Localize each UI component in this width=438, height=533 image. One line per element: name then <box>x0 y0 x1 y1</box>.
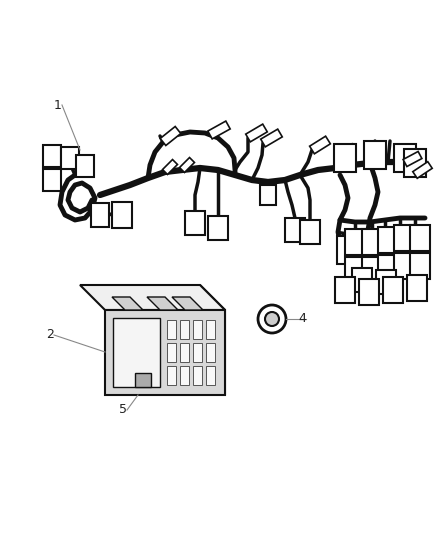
Bar <box>382 277 402 303</box>
Polygon shape <box>112 297 143 310</box>
Bar <box>208 216 227 240</box>
Polygon shape <box>412 161 431 179</box>
Polygon shape <box>147 297 177 310</box>
Polygon shape <box>179 158 194 173</box>
Text: 4: 4 <box>297 312 305 326</box>
Bar <box>91 203 109 227</box>
Bar <box>344 257 364 283</box>
Polygon shape <box>162 159 177 174</box>
Bar <box>406 275 426 301</box>
Bar <box>113 318 159 387</box>
Polygon shape <box>200 285 225 395</box>
Bar <box>43 145 61 167</box>
Bar <box>205 320 215 339</box>
Bar <box>166 366 176 385</box>
Bar <box>409 225 429 251</box>
Bar <box>393 253 413 279</box>
Bar <box>284 218 304 242</box>
Polygon shape <box>260 129 282 147</box>
Bar <box>180 343 189 362</box>
Bar <box>377 227 397 253</box>
Bar <box>361 257 381 283</box>
Bar <box>43 169 61 191</box>
Bar <box>366 238 388 266</box>
Bar <box>180 320 189 339</box>
Bar <box>358 279 378 305</box>
Text: 1: 1 <box>54 99 62 111</box>
Bar <box>377 255 397 281</box>
Bar <box>205 366 215 385</box>
Bar <box>333 144 355 172</box>
Text: 5: 5 <box>119 403 127 416</box>
Polygon shape <box>207 121 230 139</box>
Polygon shape <box>402 151 421 166</box>
Bar <box>135 373 151 387</box>
Bar <box>344 229 364 255</box>
Bar <box>361 229 381 255</box>
Bar <box>403 149 425 177</box>
Bar <box>180 366 189 385</box>
Polygon shape <box>160 126 180 146</box>
Bar <box>205 343 215 362</box>
Bar <box>61 147 79 169</box>
Bar <box>259 185 276 205</box>
Bar <box>166 320 176 339</box>
Polygon shape <box>245 124 267 142</box>
Bar <box>375 270 395 294</box>
Circle shape <box>265 312 279 326</box>
Bar <box>351 268 371 292</box>
Bar <box>184 211 205 235</box>
Bar <box>193 366 201 385</box>
Bar <box>334 277 354 303</box>
Bar <box>393 144 415 172</box>
Bar <box>76 155 94 177</box>
Bar <box>363 141 385 169</box>
Bar <box>166 343 176 362</box>
Bar <box>409 253 429 279</box>
Text: 2: 2 <box>46 328 54 342</box>
Polygon shape <box>105 310 225 395</box>
Bar <box>336 236 358 264</box>
Bar <box>112 202 132 228</box>
Polygon shape <box>172 297 202 310</box>
Polygon shape <box>80 285 225 310</box>
Bar <box>299 220 319 244</box>
Bar <box>193 343 201 362</box>
Bar <box>193 320 201 339</box>
Circle shape <box>258 305 285 333</box>
Polygon shape <box>309 136 330 154</box>
Bar <box>393 225 413 251</box>
